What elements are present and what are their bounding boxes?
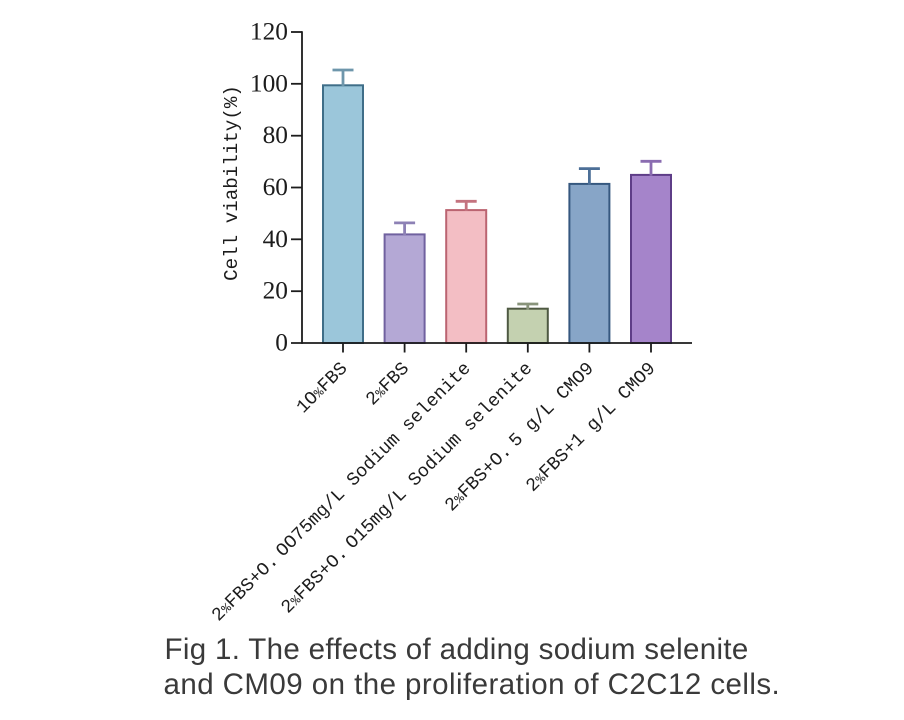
svg-text:120: 120 [250,18,288,46]
svg-text:and CM09 on the proliferation: and CM09 on the proliferation of C2C12 c… [164,668,781,701]
svg-text:80: 80 [263,121,288,149]
svg-text:60: 60 [263,173,288,201]
svg-text:Fig 1. The effects of adding s: Fig 1. The effects of adding sodium sele… [165,633,749,666]
svg-text:20: 20 [263,277,288,305]
svg-text:0: 0 [275,329,288,357]
svg-text:Cell viability(%): Cell viability(%) [221,85,243,281]
svg-text:100: 100 [250,69,288,97]
svg-text:40: 40 [263,225,288,253]
